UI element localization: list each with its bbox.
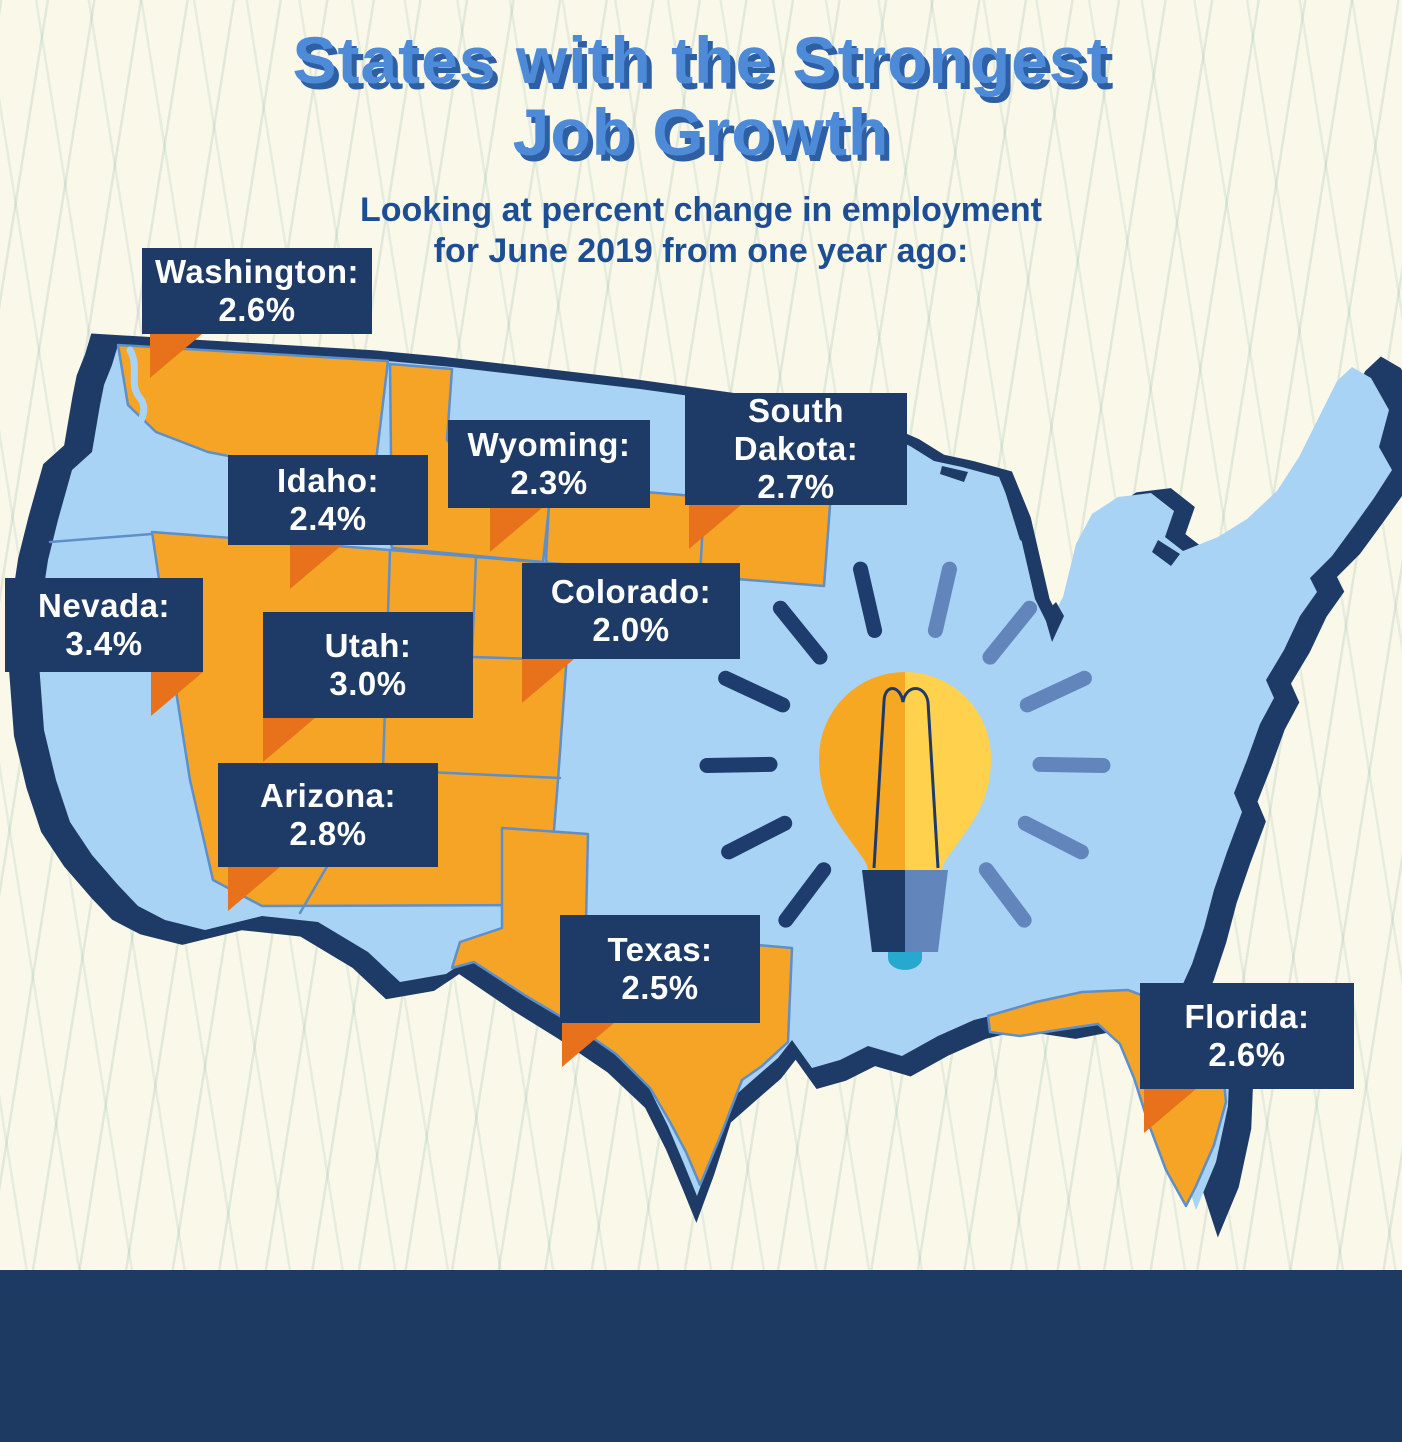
lightbulb-icon xyxy=(699,561,1111,970)
label-utah: Utah: 3.0% xyxy=(263,612,473,762)
label-pointer-icon xyxy=(689,505,741,549)
label-pointer-icon xyxy=(151,672,203,716)
header: States with the Strongest Job Growth Loo… xyxy=(0,24,1402,272)
state-value: 2.0% xyxy=(592,611,670,648)
label-pointer-icon xyxy=(263,718,315,762)
subtitle-line-2: for June 2019 from one year ago: xyxy=(433,232,969,270)
label-pointer-icon xyxy=(522,659,574,703)
label-south-dakota: South Dakota: 2.7% xyxy=(685,392,907,549)
page-title: States with the Strongest Job Growth xyxy=(0,24,1402,168)
label-pointer-icon xyxy=(228,867,280,911)
label-pointer-icon xyxy=(150,334,202,378)
puget-sound xyxy=(126,346,148,434)
state-value: 2.6% xyxy=(1208,1036,1286,1073)
state-name: Wyoming: xyxy=(467,426,631,463)
state-value: 2.3% xyxy=(510,464,588,501)
page-subtitle: Looking at percent change in employment … xyxy=(0,190,1402,272)
state-name: Colorado: xyxy=(550,573,712,610)
state-value: 2.5% xyxy=(621,969,699,1006)
label-idaho: Idaho: 2.4% xyxy=(228,455,428,589)
label-wyoming: Wyoming: 2.3% xyxy=(448,420,650,552)
state-name: Florida: xyxy=(1184,998,1310,1035)
label-florida: Florida: 2.6% xyxy=(1140,983,1354,1133)
state-value: 2.6% xyxy=(218,291,296,328)
state-value: 3.0% xyxy=(329,665,407,702)
state-value: 3.4% xyxy=(65,625,143,662)
title-line-2: Job Growth xyxy=(512,95,890,169)
label-nevada: Nevada: 3.4% xyxy=(5,578,203,716)
state-value: 2.8% xyxy=(289,815,367,852)
great-lakes-accents xyxy=(940,466,1180,642)
state-value: 2.7% xyxy=(757,468,835,505)
label-texas: Texas: 2.5% xyxy=(560,915,760,1067)
label-pointer-icon xyxy=(1144,1089,1196,1133)
label-washington: Washington: 2.6% xyxy=(142,248,372,378)
label-pointer-icon xyxy=(490,508,542,552)
label-arizona: Arizona: 2.8% xyxy=(218,763,438,911)
state-name: Idaho: xyxy=(277,462,379,499)
state-name: Nevada: xyxy=(38,587,170,624)
state-name: Texas: xyxy=(607,931,713,968)
label-pointer-icon xyxy=(290,545,342,589)
state-name: Utah: xyxy=(324,627,412,664)
state-value: 2.4% xyxy=(289,500,367,537)
footer-bar: R REALTOR® NATIONAL ASSOCIATION of REALT… xyxy=(0,1270,1402,1442)
title-line-1: States with the Strongest xyxy=(292,23,1110,97)
label-colorado: Colorado: 2.0% xyxy=(522,563,740,703)
state-name: Washington: xyxy=(154,253,360,290)
state-name: Arizona: xyxy=(260,777,396,814)
subtitle-line-1: Looking at percent change in employment xyxy=(360,191,1042,229)
label-pointer-icon xyxy=(562,1023,614,1067)
state-name: South Dakota: xyxy=(733,392,859,467)
